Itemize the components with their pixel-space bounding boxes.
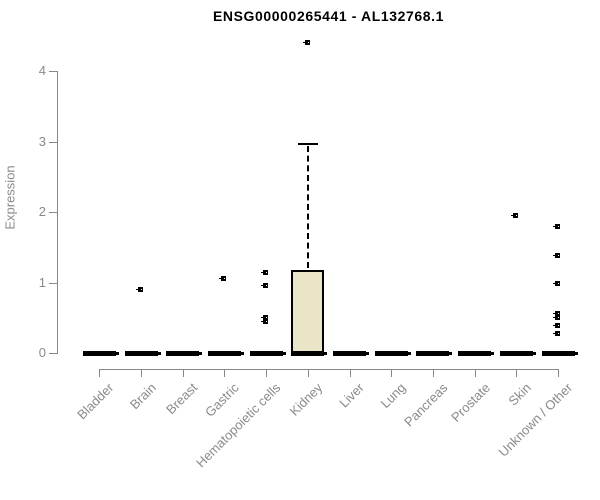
y-tick-label: 3 [38,134,46,149]
y-tick-mark [49,283,57,284]
outlier-point [261,319,268,324]
y-tick-mark [49,142,57,143]
y-tick-mark [49,212,57,213]
x-tick-mark [224,369,225,377]
median-line [291,351,327,356]
x-tick-label: Skin [505,380,534,409]
median-line [250,351,286,356]
x-tick-mark [141,369,142,377]
median-line [500,351,536,356]
x-tick-label: Kidney [286,380,326,419]
median-line [166,351,202,356]
outlier-point [303,40,310,45]
x-tick-label: Bladder [74,380,117,423]
y-tick-label: 0 [38,345,46,360]
x-tick-label: Prostate [447,380,493,425]
outlier-point [261,315,268,320]
x-tick-label: Brain [126,380,159,413]
outlier-point [553,281,560,286]
chart-title: ENSG00000265441 - AL132768.1 [212,8,445,24]
box [291,270,324,356]
outlier-point [553,315,560,320]
x-tick-label: Lung [377,380,409,412]
outlier-point [261,283,268,288]
median-line [542,351,578,356]
x-tick-mark [350,369,351,377]
whisker-cap [298,143,318,145]
median-line [333,351,369,356]
outlier-point [219,276,226,281]
y-tick-mark [49,353,57,354]
x-tick-label: Pancreas [401,380,451,430]
y-tick-label: 2 [38,204,46,219]
outlier-point [136,287,143,292]
y-tick-label: 1 [38,275,46,290]
median-line [208,351,244,356]
outlier-point [553,323,560,328]
x-tick-label: Liver [336,380,367,411]
x-tick-mark [183,369,184,377]
median-line [416,351,452,356]
x-axis-line [99,369,559,370]
y-axis-line [57,71,58,354]
outlier-point [511,213,518,218]
median-line [458,351,494,356]
outlier-point [261,270,268,275]
x-tick-label: Unknown / Other [496,380,576,460]
outlier-point [553,331,560,336]
x-tick-mark [308,369,309,377]
x-tick-mark [516,369,517,377]
upper-whisker [307,146,309,268]
y-tick-label: 4 [38,63,46,78]
x-tick-mark [266,369,267,377]
x-tick-mark [475,369,476,377]
y-axis-title: Expression [2,165,18,230]
x-tick-label: Breast [163,380,201,418]
y-tick-mark [49,71,57,72]
outlier-point [553,311,560,316]
median-line [83,351,119,356]
x-tick-label: Gastric [201,380,242,420]
median-line [375,351,411,356]
x-tick-mark [558,369,559,377]
outlier-point [553,224,560,229]
x-tick-mark [391,369,392,377]
x-tick-mark [433,369,434,377]
x-tick-mark [99,369,100,377]
median-line [125,351,161,356]
outlier-point [553,253,560,258]
